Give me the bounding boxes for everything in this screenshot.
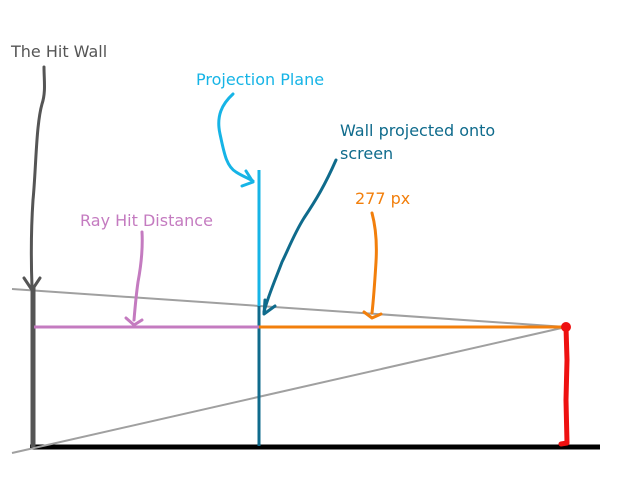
projection-plane-label: Projection Plane — [196, 70, 325, 89]
ray-hit-distance-arrow — [132, 230, 144, 322]
wall-projected-arrow — [262, 158, 338, 314]
projection-plane-arrowhead — [240, 169, 255, 188]
ray-hit-distance-arrowhead — [124, 316, 144, 327]
hit-wall-arrow — [29, 65, 46, 289]
hit-wall-label: The Hit Wall — [11, 42, 108, 61]
distance-arrowhead — [362, 310, 383, 320]
hit-wall-arrowhead — [22, 276, 42, 292]
upper-ray — [11, 288, 567, 328]
wall-projected-label-line1: Wall projected onto — [340, 121, 496, 140]
wall-projected-arrowhead — [262, 298, 277, 316]
projection-plane-arrow — [217, 92, 255, 183]
ray-hit-distance-label: Ray Hit Distance — [80, 211, 213, 230]
wall-projected-label-line2: screen — [340, 144, 394, 163]
player-dot — [561, 322, 571, 332]
wall-projected-label: Wall projected onto screen — [340, 119, 495, 165]
player-marker — [558, 324, 570, 447]
distance-arrow — [370, 211, 378, 315]
distance-value-label: 277 px — [355, 189, 411, 208]
lower-ray — [11, 326, 567, 454]
